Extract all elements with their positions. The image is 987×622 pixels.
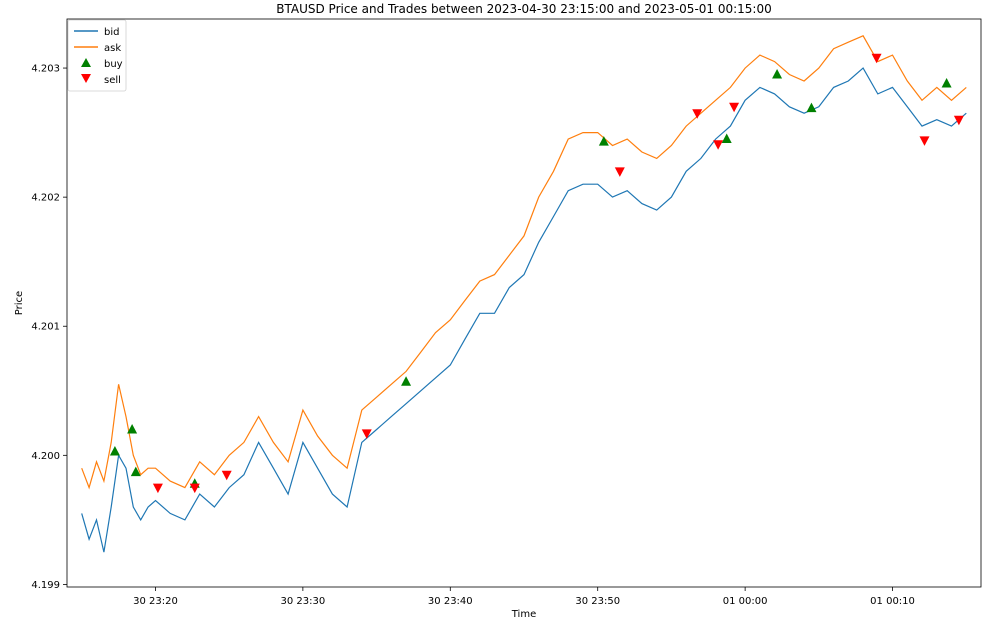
sell-marker [361, 429, 372, 439]
plot-area-frame [66, 18, 982, 588]
y-axis-ticks: 4.199 4.200 4.201 4.202 4.203 [31, 64, 67, 591]
legend-box [67, 19, 127, 92]
buy-marker [130, 466, 141, 477]
trade-markers [109, 53, 964, 494]
sell-marker [953, 115, 964, 126]
buy-marker [598, 136, 609, 146]
buy-marker [772, 69, 783, 79]
buy-marker [127, 424, 138, 434]
buy-marker [721, 133, 732, 144]
sell-marker [692, 109, 703, 119]
legend-swatch-buy [81, 58, 91, 67]
x-tick-label: 30 23:50 [575, 596, 620, 607]
buy-marker [941, 78, 952, 88]
x-tick-label: 01 00:10 [870, 596, 915, 607]
x-tick-label: 30 23:20 [133, 596, 178, 607]
series-lines [81, 35, 967, 553]
x-axis-ticks: 30 23:20 30 23:30 30 23:40 30 23:50 01 00:00… [133, 587, 915, 607]
series-line-ask [81, 35, 967, 490]
y-tick-label: 4.200 [31, 451, 60, 462]
x-tick-label: 30 23:40 [428, 596, 473, 607]
y-tick-label: 4.201 [31, 322, 60, 333]
buy-marker [401, 376, 412, 386]
legend-label-sell: sell [104, 75, 121, 86]
legend-label-bid: bid [104, 27, 119, 38]
legend-label-buy: buy [104, 59, 123, 70]
x-tick-label: 30 23:30 [281, 596, 326, 607]
sell-marker [221, 470, 232, 481]
legend-swatch-sell [81, 74, 91, 83]
buy-marker [109, 445, 120, 456]
buy-marker [806, 102, 817, 113]
legend-label-ask: ask [104, 43, 121, 54]
y-axis-title: Price [14, 291, 25, 315]
series-line-bid [81, 67, 967, 553]
y-tick-label: 4.199 [31, 580, 60, 591]
sell-marker [189, 483, 200, 494]
y-tick-label: 4.203 [31, 64, 60, 75]
sell-marker [919, 136, 930, 146]
sell-marker [871, 53, 882, 64]
y-tick-label: 4.202 [31, 193, 60, 204]
sell-marker [729, 102, 740, 113]
sell-marker [152, 483, 163, 494]
x-tick-label: 01 00:00 [723, 596, 768, 607]
chart-title: BTAUSD Price and Trades between 2023-04-… [276, 2, 772, 16]
x-axis-title: Time [511, 609, 536, 620]
legend: bid ask buy sell [67, 19, 127, 92]
sell-marker [614, 167, 625, 177]
sell-marker [713, 140, 724, 150]
